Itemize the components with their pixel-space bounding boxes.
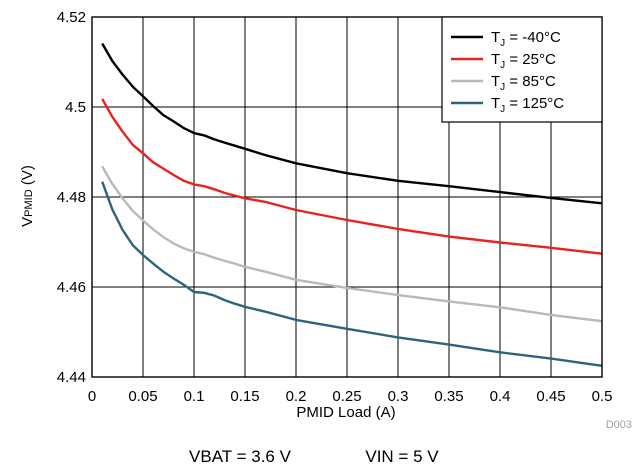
legend-label-3: TJ = 85°C <box>491 73 556 93</box>
x-tick-label: 0.2 <box>286 388 307 405</box>
legend-label-1: TJ = -40°C <box>491 29 561 49</box>
y-tick-label: 4.52 <box>57 9 86 26</box>
y-tick-label: 4.44 <box>57 369 86 386</box>
caption-vbat: VBAT = 3.6 V <box>189 447 292 466</box>
x-tick-label: 0.15 <box>230 388 259 405</box>
x-tick-labels: 0 0.05 0.1 0.15 0.2 0.25 0.3 0.35 0.4 0.45 0.5 <box>88 388 613 405</box>
y-tick-labels: 4.44 4.46 4.48 4.5 4.52 <box>57 9 86 386</box>
x-tick-label: 0 <box>88 388 96 405</box>
legend-label-2: TJ = 25°C <box>491 51 556 71</box>
legend-box <box>441 16 603 123</box>
x-tick-label: 0.45 <box>536 388 565 405</box>
figure-code: D003 <box>606 419 632 431</box>
y-tick-label: 4.48 <box>57 189 86 206</box>
x-axis-label: PMID Load (A) <box>296 404 395 421</box>
legend-label-4: TJ = 125°C <box>491 95 564 115</box>
legend: TJ = -40°CTJ = 25°CTJ = 85°CTJ = 125°C <box>441 16 603 123</box>
caption-vin: VIN = 5 V <box>365 447 439 466</box>
y-axis-label: VPMID (V) <box>19 165 36 227</box>
x-tick-label: 0.4 <box>490 388 511 405</box>
x-tick-label: 0.05 <box>128 388 157 405</box>
x-tick-label: 0.1 <box>184 388 205 405</box>
x-tick-label: 0.35 <box>434 388 463 405</box>
x-tick-label: 0.5 <box>592 388 613 405</box>
series-line-2 <box>101 98 603 255</box>
x-tick-label: 0.25 <box>332 388 361 405</box>
series-line-4 <box>101 181 603 367</box>
series-lines <box>101 42 603 367</box>
x-tick-label: 0.3 <box>388 388 409 405</box>
y-tick-label: 4.5 <box>65 99 86 116</box>
y-tick-label: 4.46 <box>57 279 86 296</box>
series-line-3 <box>101 165 603 323</box>
plot-frame <box>91 16 603 378</box>
series-line-1 <box>101 42 603 205</box>
